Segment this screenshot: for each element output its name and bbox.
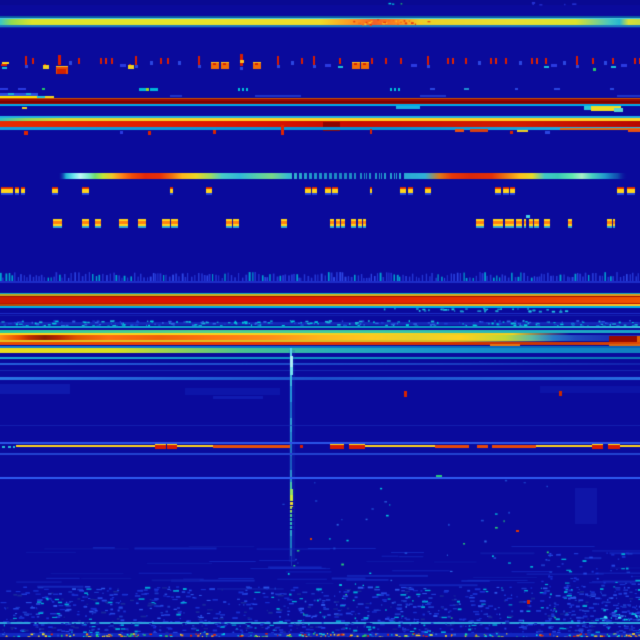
spectrogram-image bbox=[0, 0, 640, 640]
spectrogram-canvas bbox=[0, 0, 640, 640]
